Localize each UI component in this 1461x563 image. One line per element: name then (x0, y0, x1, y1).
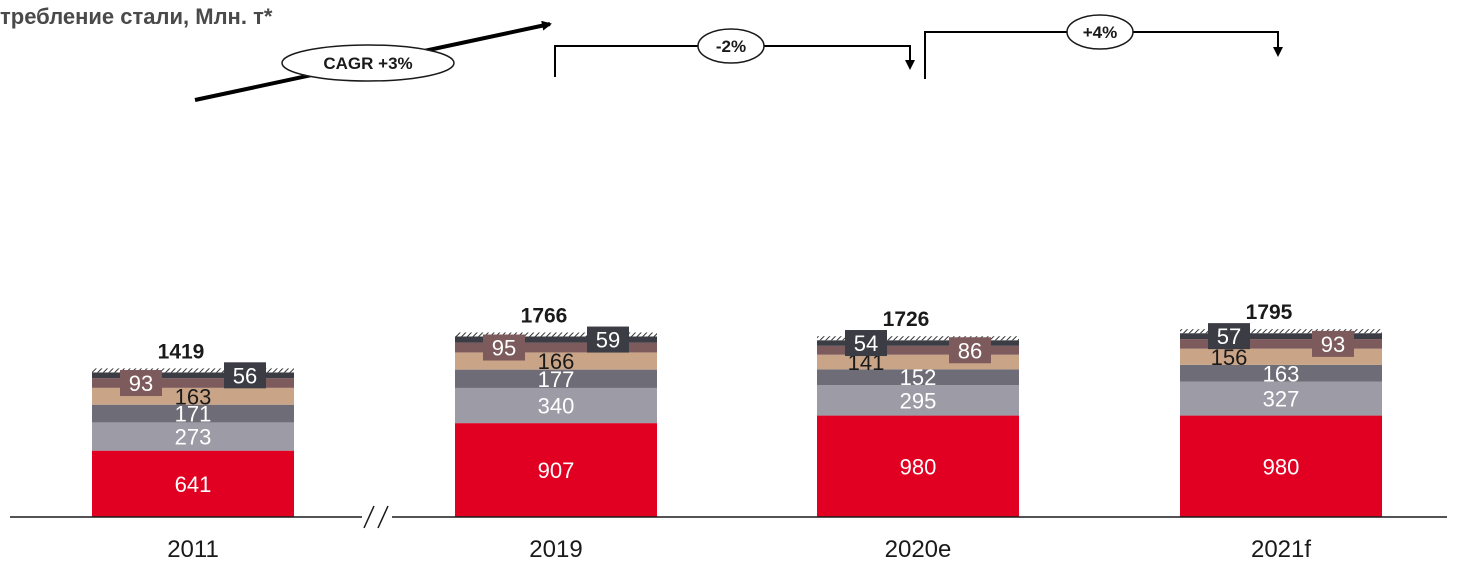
segment-label-box-2020e-6 (845, 330, 887, 357)
bar-segment-2020e-2 (817, 385, 1019, 416)
segment-label-2020e-6: 54 (854, 331, 878, 356)
x-tick-label-2019: 2019 (529, 536, 582, 563)
bar-segment-2020e-3 (817, 369, 1019, 386)
segment-label-2021f-2: 327 (1263, 387, 1300, 412)
bar-segment-2011-3 (92, 404, 294, 423)
cagr-label: CAGR +3% (323, 54, 412, 73)
total-labels: 1419 1766 1726 1795 (158, 301, 1293, 363)
segment-label-box-2011-6 (224, 362, 266, 389)
bar-cap-hatch-2011 (92, 368, 294, 373)
segment-label-2011-1: 641 (175, 472, 212, 497)
bar-segment-2020e-1 (817, 415, 1019, 517)
segment-label-2021f-1: 980 (1263, 454, 1300, 479)
segment-label-2019-3: 177 (538, 367, 575, 392)
bar-segment-2019-3 (455, 369, 657, 388)
segment-label-2011-3: 171 (175, 402, 212, 427)
segment-label-2019-4: 166 (538, 349, 575, 374)
x-tick-label-2011: 2011 (167, 536, 219, 563)
bar-segment-2020e-6 (817, 340, 1019, 346)
total-label-2019: 1766 (521, 305, 568, 328)
segment-label-box-2020e-5 (949, 337, 991, 364)
chart-title: требление стали, Млн. т* (0, 4, 273, 29)
bar-segment-2019-5 (455, 342, 657, 353)
total-label-2011: 1419 (158, 340, 205, 363)
segment-label-2020e-2: 295 (900, 388, 937, 413)
segment-label-box-2021f-5 (1312, 330, 1354, 357)
bar-segment-2011-2 (92, 422, 294, 451)
segment-label-2021f-6: 57 (1217, 324, 1241, 349)
segment-label-2020e-5: 86 (958, 338, 982, 363)
segment-label-2019-5: 95 (492, 336, 516, 361)
total-label-2021f: 1795 (1246, 301, 1293, 324)
segment-label-2011-2: 273 (175, 425, 212, 450)
bar-segment-2020e-5 (817, 345, 1019, 355)
bar-segment-2021f-5 (1180, 339, 1382, 349)
segment-label-box-2019-6 (587, 326, 629, 353)
change-label-2020-2021: +4% (1083, 23, 1118, 42)
bar-cap-hatch-2021f (1180, 329, 1382, 334)
bar-segment-2019-6 (455, 336, 657, 343)
segment-label-2019-1: 907 (538, 458, 575, 483)
bar-segment-2021f-3 (1180, 364, 1382, 382)
segment-label-2020e-3: 152 (900, 365, 937, 390)
bar-segment-2019-2 (455, 387, 657, 424)
segment-label-2011-4: 163 (175, 384, 212, 409)
change-label-2019-2020: -2% (716, 37, 746, 56)
x-tick-label-2020e: 2020e (885, 536, 952, 563)
bar-segment-2011-1 (92, 450, 294, 517)
x-tick-labels: 2011 2019 2020e 2021f (167, 536, 1311, 563)
segment-label-box-2019-5 (483, 334, 525, 361)
bar-segment-2019-1 (455, 423, 657, 517)
bar-cap-hatch-2019 (455, 332, 657, 337)
change-bubble-2019-2020 (697, 28, 765, 64)
bar-cap-hatch-2020e (817, 336, 1019, 341)
segment-label-2011-5: 93 (129, 371, 153, 396)
bar-segment-2021f-1 (1180, 415, 1382, 517)
segment-label-2019-2: 340 (538, 394, 575, 419)
segment-label-2020e-1: 980 (900, 454, 937, 479)
axis-break-mark-1 (363, 505, 375, 529)
bar-segment-2011-6 (92, 372, 294, 379)
bar-segment-2011-5 (92, 378, 294, 388)
change-bubble-2020-2021 (1066, 14, 1134, 50)
bar-segment-2021f-2 (1180, 381, 1382, 416)
x-tick-label-2021f: 2021f (1251, 536, 1311, 563)
segment-label-box-2011-5 (120, 370, 162, 397)
bar-segment-2021f-6 (1180, 333, 1382, 340)
axis-break-mark-2 (377, 505, 389, 529)
segment-label-2021f-3: 163 (1263, 361, 1300, 386)
segment-label-2021f-5: 93 (1321, 332, 1345, 357)
segment-label-box-2021f-6 (1208, 323, 1250, 350)
total-label-2020e: 1726 (883, 308, 930, 331)
segment-label-2019-6: 59 (596, 328, 620, 353)
segment-label-2011-6: 56 (233, 363, 257, 388)
cagr-bubble (281, 44, 455, 82)
